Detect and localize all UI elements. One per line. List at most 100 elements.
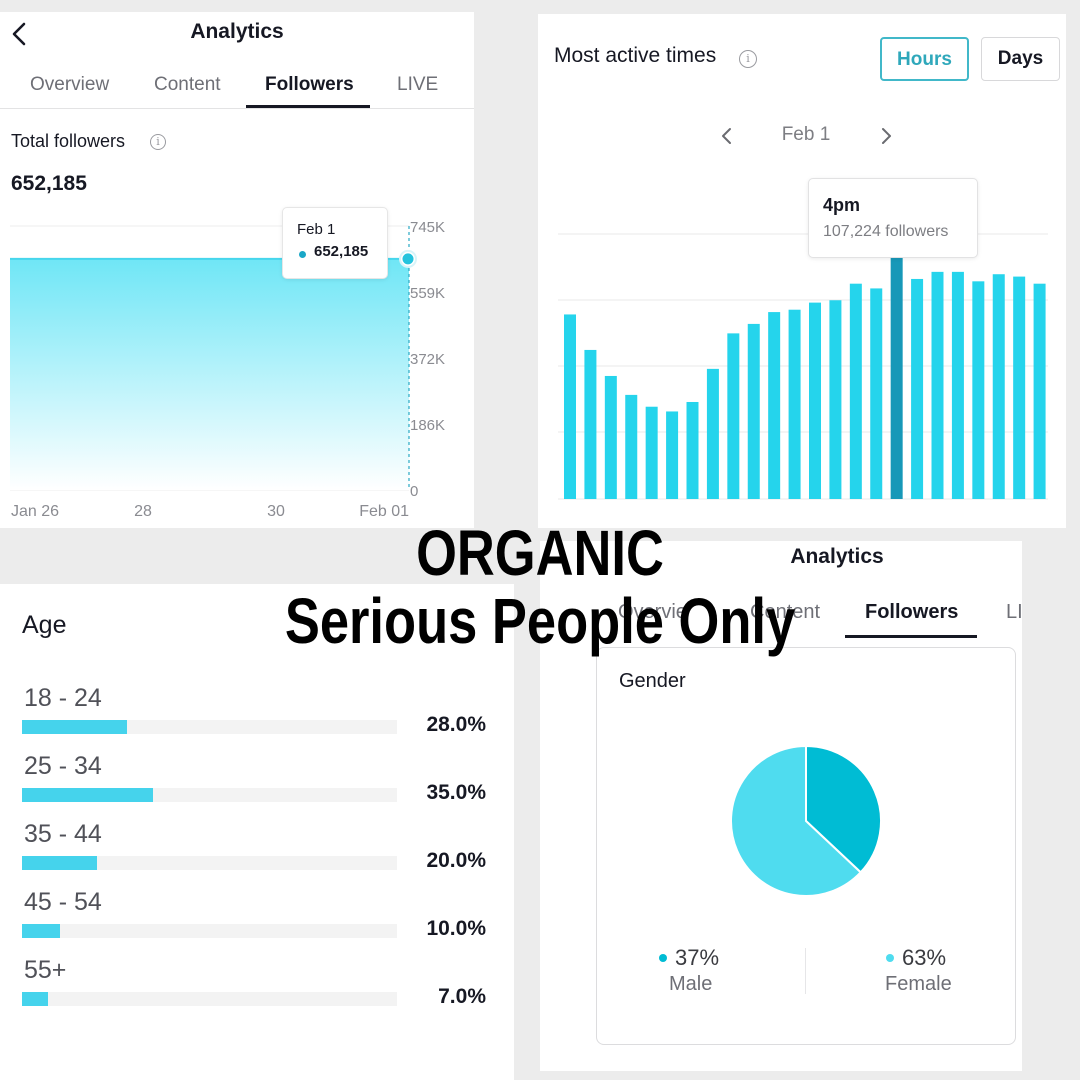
x-tick-label: Jan 26: [11, 503, 59, 520]
tooltip-dot: [299, 251, 306, 258]
y-tick-label: 372K: [410, 351, 445, 368]
age-percent: 7.0%: [438, 985, 486, 1008]
tab-followers[interactable]: Followers: [865, 601, 959, 623]
gender-card: Gender 37% Male 63% Female: [596, 647, 1016, 1045]
bar-10pm: [1013, 276, 1026, 499]
pie-slice-male: [805, 744, 882, 874]
male-legend-dot: [659, 954, 667, 962]
bar-7pm: [951, 271, 964, 499]
bar-4pm: [890, 245, 903, 499]
tab-followers[interactable]: Followers: [265, 74, 354, 95]
hours-button[interactable]: Hours: [880, 37, 969, 81]
age-range-label: 45 - 54: [24, 888, 102, 916]
days-button[interactable]: Days: [981, 37, 1060, 81]
page-title: Analytics: [190, 20, 284, 43]
total-followers-value: 652,185: [11, 172, 87, 195]
y-tick-label: 186K: [410, 417, 445, 434]
age-percent: 35.0%: [426, 781, 486, 804]
age-range-label: 25 - 34: [24, 752, 102, 780]
tooltip-followers: 107,224 followers: [823, 223, 949, 240]
age-bar-fill: [22, 720, 127, 734]
age-bar-fill: [22, 856, 97, 870]
pie-slice-female: [730, 744, 863, 897]
active-times-title: Most active times: [554, 44, 717, 67]
age-range-label: 35 - 44: [24, 820, 102, 848]
female-legend-dot: [886, 954, 894, 962]
bar-1pm: [829, 300, 842, 499]
y-tick-label: 745K: [410, 219, 445, 236]
active-tab-indicator: [246, 105, 370, 108]
x-tick-label: 30: [267, 503, 285, 520]
overlay-subheadline: Serious People Only: [284, 585, 796, 657]
tab-overview[interactable]: Overvie: [618, 601, 687, 623]
tab-content[interactable]: Content: [750, 601, 821, 623]
chart-tooltip: Feb 1 652,185: [282, 207, 388, 279]
bar-11pm: [1033, 283, 1046, 499]
bar-1am: [584, 349, 597, 499]
bar-9am: [747, 323, 760, 499]
data-point: [402, 253, 414, 265]
x-tick-label: Feb 01: [359, 503, 409, 520]
female-label: Female: [885, 973, 952, 995]
tabs-divider: [0, 108, 474, 109]
tab-overview[interactable]: Overview: [30, 74, 110, 95]
active-times-bar-chart: [558, 233, 1048, 500]
page-title: Analytics: [790, 545, 884, 568]
age-bar-track: [22, 924, 397, 938]
active-tab-indicator: [845, 635, 977, 638]
bar-3pm: [870, 288, 883, 499]
bar-7am: [706, 368, 719, 499]
y-tick-label: 0: [410, 483, 418, 500]
tooltip-date: Feb 1: [297, 221, 336, 238]
overlay-headline: ORGANIC: [416, 517, 664, 589]
age-bar-fill: [22, 992, 49, 1006]
bar-9pm: [992, 274, 1005, 499]
info-icon[interactable]: i: [150, 134, 166, 150]
male-label: Male: [669, 973, 713, 995]
tab-live[interactable]: LI: [1006, 601, 1022, 623]
bar-2am: [604, 375, 617, 499]
bar-12pm: [809, 302, 821, 499]
age-range-label: 55+: [24, 956, 67, 984]
age-bar-track: [22, 788, 397, 802]
bar-8pm: [972, 281, 985, 499]
age-bar-track: [22, 992, 397, 1006]
age-percent: 20.0%: [426, 849, 486, 872]
gender-pie-chart: [730, 744, 882, 897]
tab-live[interactable]: LIVE: [397, 74, 439, 95]
bar-4am: [645, 406, 658, 499]
total-followers-title: Total followers: [11, 131, 126, 151]
gender-title: Gender: [619, 670, 686, 692]
selected-date: Feb 1: [781, 124, 831, 145]
bar-6pm: [931, 271, 944, 499]
age-bar-fill: [22, 788, 154, 802]
age-bar-track: [22, 720, 397, 734]
tooltip-time: 4pm: [823, 195, 861, 215]
bar-8am: [727, 333, 740, 499]
y-tick-label: 559K: [410, 285, 445, 302]
bar-5am: [666, 411, 679, 499]
bar-11am: [788, 309, 801, 499]
age-range-label: 18 - 24: [24, 684, 102, 712]
followers-panel: Analytics Overview Content Followers LIV…: [0, 12, 474, 528]
gender-panel: Analytics Overvie Content Followers LI G…: [540, 541, 1022, 1071]
tooltip-value: 652,185: [314, 243, 369, 260]
age-percent: 10.0%: [426, 917, 486, 940]
bar-2pm: [849, 283, 862, 499]
active-times-panel: Most active times i Hours Days Feb 1 4pm…: [538, 14, 1066, 528]
next-day-icon[interactable]: [878, 126, 894, 146]
followers-area-chart: 745K 559K 372K 186K 0 Jan 26 28 30 Feb 01: [10, 219, 445, 520]
legend-divider: [805, 948, 806, 994]
bar-12am: [564, 314, 576, 499]
age-panel: Age 18 - 24 28.0% 25 - 34 35.0% 35 - 44 20.0%…: [0, 584, 514, 1080]
back-icon[interactable]: [8, 20, 32, 48]
tab-content[interactable]: Content: [154, 74, 221, 95]
bar-6am: [686, 401, 699, 499]
age-title: Age: [22, 611, 67, 639]
bar-10am: [768, 312, 781, 499]
male-pct: 37%: [675, 945, 720, 970]
prev-day-icon[interactable]: [719, 126, 735, 146]
info-icon[interactable]: i: [739, 50, 757, 68]
x-tick-label: 28: [134, 503, 152, 520]
bar-3am: [625, 394, 638, 499]
